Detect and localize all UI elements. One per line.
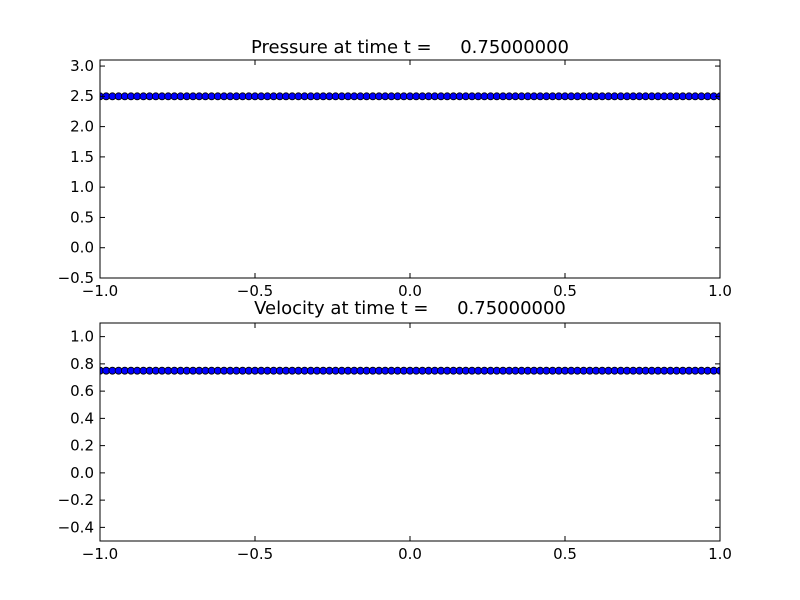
- pressure-xtick-label: 1.0: [708, 282, 732, 300]
- velocity-title: Velocity at time t = 0.75000000: [254, 298, 566, 319]
- velocity-xtick-label: 1.0: [708, 545, 732, 563]
- velocity-ytick-label: 0.4: [70, 409, 94, 427]
- velocity-ytick-label: 1.0: [70, 328, 94, 346]
- pressure-markers: [100, 92, 720, 101]
- pressure-xtick-label: 0.0: [398, 282, 422, 300]
- velocity-xtick-label: 0.0: [398, 545, 422, 563]
- pressure-ytick-label: 0.0: [70, 239, 94, 257]
- velocity-ytick-label: −0.2: [58, 491, 94, 509]
- velocity-xtick-label: −0.5: [237, 545, 273, 563]
- pressure-x-tick-labels: −1.0 −0.5 0.0 0.5 1.0: [82, 282, 732, 300]
- velocity-xtick-label: −1.0: [82, 545, 118, 563]
- pressure-ytick-label: 1.5: [70, 148, 94, 166]
- velocity-ytick-label: 0.6: [70, 382, 94, 400]
- pressure-ytick-label: −0.5: [58, 269, 94, 287]
- velocity-xtick-label: 0.5: [553, 545, 577, 563]
- pressure-ytick-label: 0.5: [70, 208, 94, 226]
- pressure-ytick-label: 1.0: [70, 178, 94, 196]
- pressure-ytick-label: 3.0: [70, 57, 94, 75]
- pressure-subplot: Pressure at time t = 0.75000000 −1.0 −0.…: [58, 37, 732, 300]
- velocity-y-tick-labels: −0.4 −0.2 0.0 0.2 0.4 0.6 0.8 1.0: [58, 328, 94, 537]
- velocity-x-tick-labels: −1.0 −0.5 0.0 0.5 1.0: [82, 545, 732, 563]
- velocity-data-point: [716, 366, 720, 375]
- pressure-xtick-label: −1.0: [82, 282, 118, 300]
- pressure-ticks: [99, 60, 721, 279]
- velocity-ytick-label: 0.8: [70, 355, 94, 373]
- pressure-title: Pressure at time t = 0.75000000: [251, 37, 569, 58]
- velocity-subplot: Velocity at time t = 0.75000000 −1.0 −0.…: [58, 298, 732, 563]
- pressure-xtick-label: −0.5: [237, 282, 273, 300]
- pressure-ytick-label: 2.5: [70, 87, 94, 105]
- velocity-markers: [100, 366, 720, 375]
- pressure-y-tick-labels: −0.5 0.0 0.5 1.0 1.5 2.0 2.5 3.0: [58, 57, 94, 287]
- pressure-xtick-label: 0.5: [553, 282, 577, 300]
- pressure-ytick-label: 2.0: [70, 118, 94, 136]
- velocity-ytick-label: −0.4: [58, 518, 94, 536]
- velocity-ytick-label: 0.2: [70, 437, 94, 455]
- velocity-ticks: [99, 323, 721, 541]
- velocity-ytick-label: 0.0: [70, 464, 94, 482]
